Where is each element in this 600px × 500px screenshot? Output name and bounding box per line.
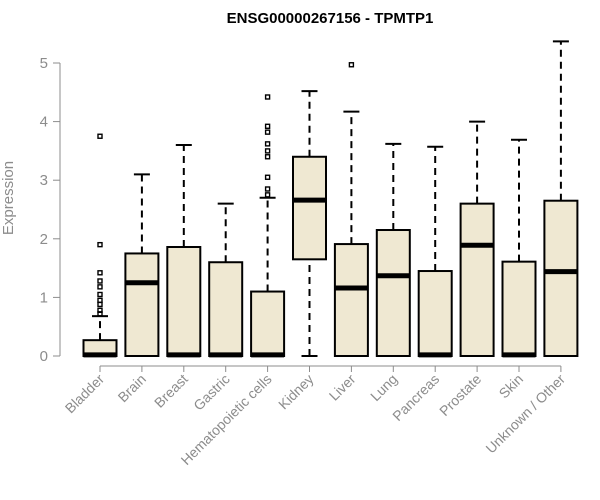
box bbox=[417, 270, 453, 357]
x-tick-label: Brain bbox=[115, 371, 149, 405]
outlier-point bbox=[97, 270, 103, 276]
y-tick-label: 2 bbox=[40, 231, 48, 248]
box-group bbox=[543, 40, 579, 357]
outlier-point bbox=[264, 148, 271, 154]
box bbox=[208, 261, 244, 357]
y-axis-label: Expression bbox=[0, 161, 17, 235]
outlier-point bbox=[97, 307, 103, 313]
box-group bbox=[375, 142, 411, 357]
x-tick-label: Unknown / Other bbox=[482, 371, 568, 457]
outlier-point bbox=[97, 241, 103, 248]
outlier-point bbox=[97, 301, 103, 308]
x-tick-label: Breast bbox=[151, 371, 191, 411]
box bbox=[375, 229, 411, 357]
outlier-point bbox=[97, 278, 103, 284]
y-tick-label: 1 bbox=[40, 289, 48, 306]
x-tick-label: Kidney bbox=[275, 371, 317, 413]
outlier-point bbox=[97, 291, 103, 298]
box bbox=[166, 246, 202, 357]
y-axis: 0 1 2 3 4 5 bbox=[40, 55, 61, 365]
outlier-point bbox=[264, 141, 271, 147]
box bbox=[250, 290, 286, 358]
outlier-point bbox=[264, 94, 271, 100]
y-tick-label: 4 bbox=[40, 114, 48, 131]
x-tick-label: Skin bbox=[496, 371, 527, 402]
box bbox=[333, 243, 369, 358]
box-group bbox=[417, 145, 453, 358]
outlier-point bbox=[348, 62, 355, 68]
y-tick-label: 5 bbox=[40, 55, 48, 72]
y-tick-label: 0 bbox=[40, 348, 48, 365]
box-group bbox=[459, 120, 495, 357]
box-group bbox=[166, 144, 202, 358]
y-tick-label: 3 bbox=[40, 172, 48, 189]
outlier-point bbox=[264, 154, 271, 160]
outlier-point bbox=[97, 133, 103, 139]
box-group bbox=[333, 62, 369, 358]
box bbox=[543, 199, 579, 357]
box-group bbox=[501, 138, 537, 358]
plot-area bbox=[82, 40, 579, 358]
box bbox=[501, 260, 537, 357]
outlier-point bbox=[264, 129, 271, 135]
box-group bbox=[250, 94, 286, 358]
x-tick-label: Liver bbox=[326, 371, 359, 404]
box-group bbox=[82, 133, 118, 358]
outlier-point bbox=[264, 192, 271, 198]
box-group bbox=[292, 90, 327, 357]
x-tick-label: Pancreas bbox=[389, 371, 442, 424]
box bbox=[124, 252, 160, 357]
outlier-point bbox=[97, 297, 103, 304]
box-group bbox=[124, 173, 160, 357]
x-tick-label: Lung bbox=[367, 371, 400, 404]
x-tick-label: Bladder bbox=[62, 371, 108, 417]
box bbox=[459, 202, 495, 357]
outlier-point bbox=[264, 123, 271, 129]
box-group bbox=[208, 202, 244, 358]
outlier-point bbox=[97, 284, 103, 290]
chart-title: ENSG00000267156 - TPMTP1 bbox=[227, 10, 434, 27]
x-tick-label: Prostate bbox=[436, 371, 484, 419]
box bbox=[292, 155, 327, 261]
outlier-point bbox=[264, 174, 271, 180]
outlier-point bbox=[264, 186, 271, 192]
